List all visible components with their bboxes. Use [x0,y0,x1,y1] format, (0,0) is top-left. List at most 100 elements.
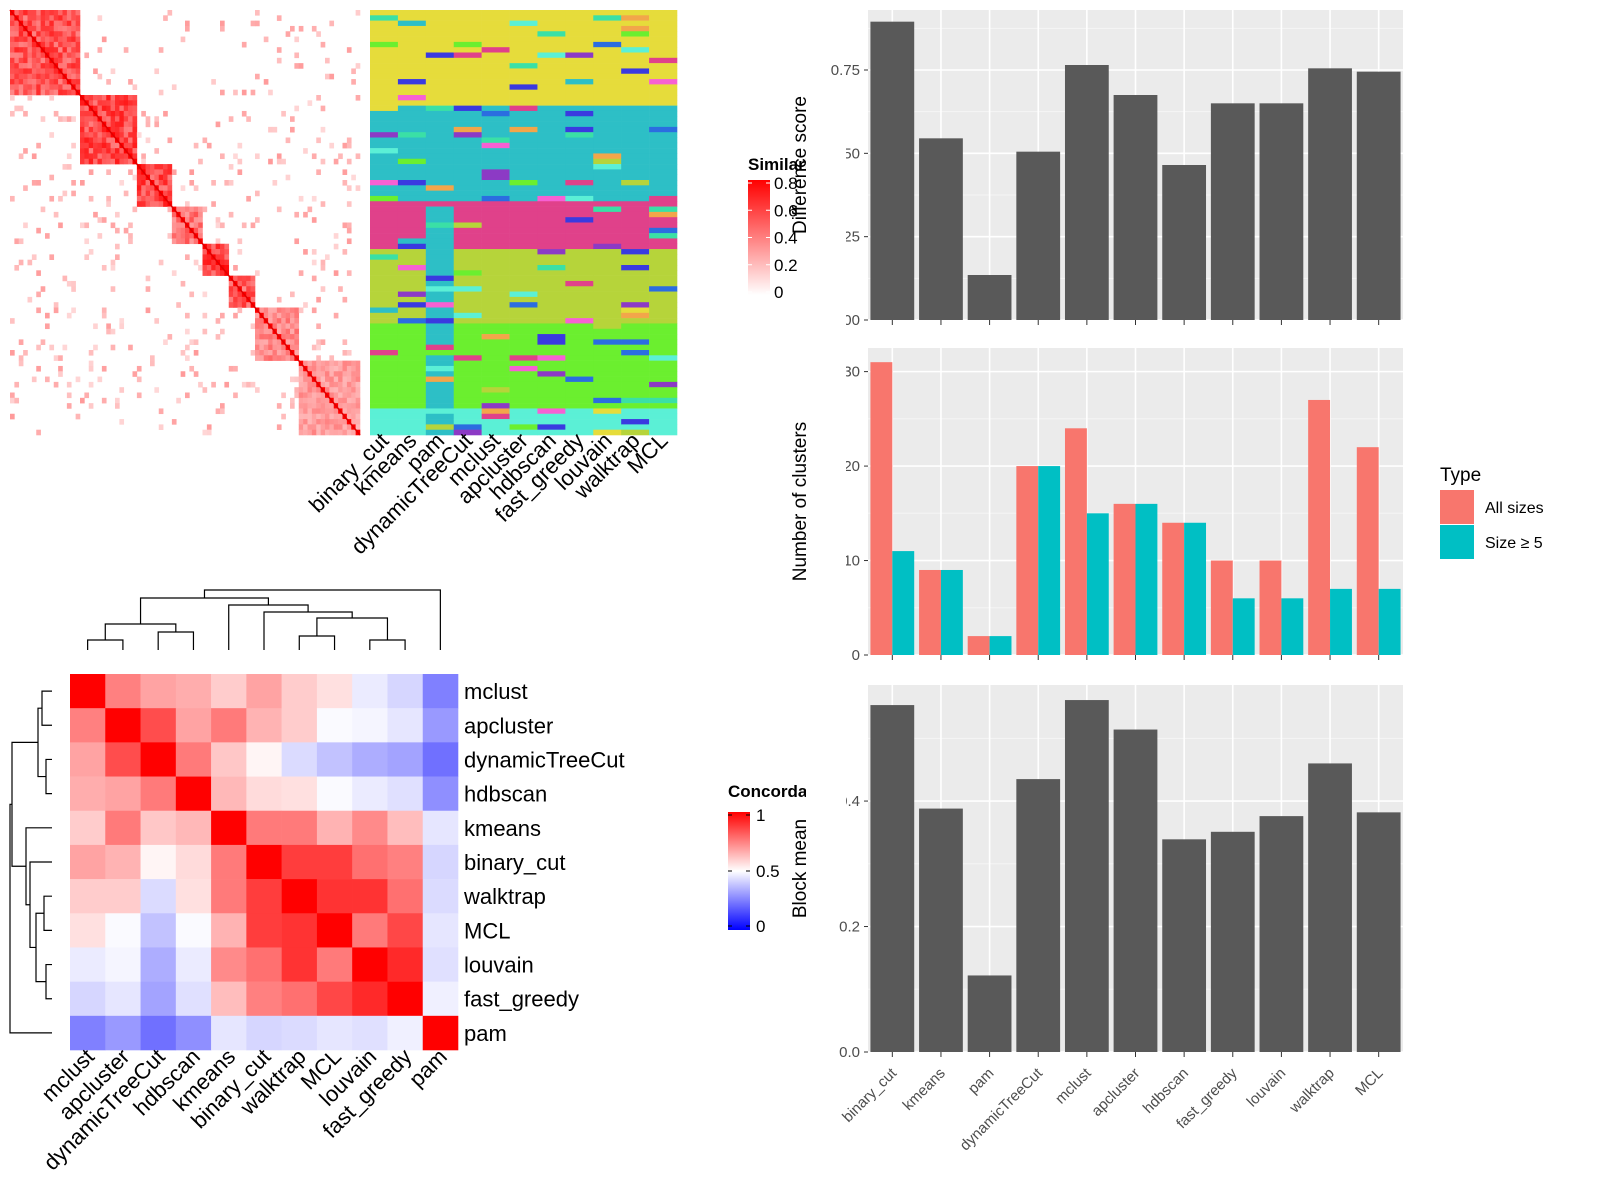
bar-all-sizes-MCL [1356,447,1379,655]
concordance-cell [140,742,177,777]
ylabel: Number of clusters [790,422,811,581]
ytick-0.2: 0.2 [839,919,860,936]
concordance-cell [211,947,247,982]
concordance-cell [70,913,106,948]
concordance-cell [105,742,141,777]
bar-hdbscan [1162,839,1207,1052]
concordance-cell [387,947,424,982]
concordance-cell [422,776,459,812]
bar-hdbscan [1162,165,1207,320]
concordance-cell [281,1015,318,1051]
ytick-0.0: 0.0 [839,1044,860,1061]
concordance-cell [387,708,424,743]
legend-label-1: Size ≥ 5 [1485,535,1543,552]
concordance-cell [211,742,247,777]
ytick-0: 0 [852,647,860,664]
concordance-cell [105,776,141,812]
concordance-cell [422,913,459,948]
concordance-cell [387,1015,424,1051]
similarity-tick-4: 0 [774,283,783,302]
concordance-cell [246,742,282,777]
concordance-cell [211,776,247,812]
concordance-cell [352,742,388,777]
concordance-cell [70,981,106,1017]
concordance-row-apcluster: apcluster [464,713,553,738]
concordance-cell [140,913,177,948]
concordance-cell [316,844,353,880]
concordance-cell [70,1015,106,1051]
concordance-cell [140,708,177,743]
concordance-cell [352,981,388,1017]
concordance-row-mclust: mclust [464,679,528,704]
concordance-cell [281,742,318,777]
concordance-cell [387,844,424,880]
bar-size-ge-5-pam [989,636,1012,655]
ytick-20: 20 [843,458,860,475]
cluster-assignment-heatmap [370,10,678,436]
xtick-binary_cut: binary_cut [839,1064,901,1126]
concordance-cell [246,674,282,709]
concordance-cell [387,981,424,1017]
concordance-cell [281,674,318,709]
ylabel: Difference score [790,96,811,234]
concordance-cell [70,776,106,812]
concordance-cell [422,674,459,709]
concordance-cell [175,1015,212,1051]
bar-size-ge-5-dynamicTreeCut [1038,466,1061,655]
bar-kmeans [919,138,963,320]
concordance-cell [352,947,388,982]
concordance-cell [387,742,424,777]
bar-louvain [1259,103,1304,320]
xtick-pam: pam [965,1065,998,1098]
legend-label-0: All sizes [1485,500,1544,517]
concordance-cell [70,674,106,709]
bar-apcluster [1113,95,1158,320]
concordance-cell [316,913,353,948]
concordance-cell [422,708,459,743]
concordance-cell [70,742,106,777]
bar-apcluster [1113,729,1158,1052]
bar-walktrap [1308,68,1352,320]
concordance-cell [105,1015,141,1051]
bar-walktrap [1308,763,1352,1052]
xtick-kmeans: kmeans [900,1065,949,1114]
concordance-cell [281,810,318,846]
concordance-cell [105,981,141,1017]
concordance-cell [211,844,247,880]
bar-MCL [1356,812,1401,1052]
concordance-cell [105,879,141,914]
xtick-walktrap: walktrap [1286,1065,1338,1117]
concordance-cell [352,913,388,948]
concordance-cell [246,776,282,812]
concordance-cell [175,742,212,777]
bar-size-ge-5-apcluster [1135,503,1158,655]
concordance-row-labels: mclust apcluster dynamicTreeCut hdbscan kmea… [463,679,625,1046]
concordance-row-dynamicTreeCut: dynamicTreeCut [464,747,625,772]
similarity-tick-2: 0.4 [774,229,798,248]
concordance-cell [352,1015,388,1051]
concordance-cell [70,844,106,880]
concordance-dendrogram [9,589,441,1034]
concordance-cell [175,947,212,982]
concordance-cell [316,879,353,914]
concordance-heatmap [70,674,459,1051]
similarity-tick-1: 0.6 [774,201,798,220]
concordance-cell [140,981,177,1017]
concordance-cell [316,810,353,846]
concordance-cell [281,776,318,812]
ytick-30: 30 [843,364,860,381]
concordance-cell [316,742,353,777]
concordance-row-kmeans: kmeans [464,816,541,841]
similarity-heatmap [9,9,361,436]
bar-all-sizes-pam [967,636,990,655]
bar-binary_cut [870,705,915,1052]
concordance-row-louvain: louvain [464,953,534,978]
concordance-cell [105,947,141,982]
similarity-legend: Similarity 0.8 0.6 0.4 0.2 0 [748,155,825,302]
concordance-tick-2: 0 [756,917,765,936]
concordance-cell [246,844,282,880]
concordance-cell [281,947,318,982]
